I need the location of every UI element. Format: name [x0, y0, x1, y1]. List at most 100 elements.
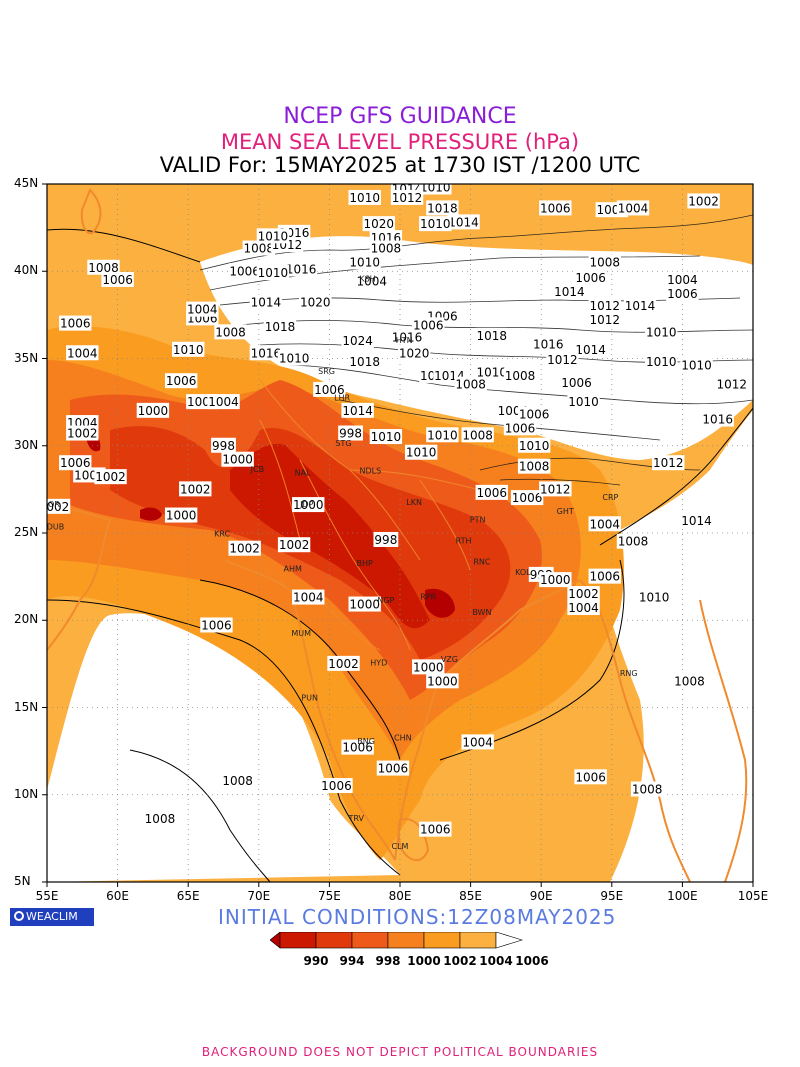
contour-label-text: 1000 [138, 404, 169, 418]
contour-label-text: 1010 [646, 325, 677, 339]
contour-label: 1002 [66, 425, 99, 441]
contour-label: 1016 [390, 329, 424, 345]
contour-label-box [574, 270, 607, 286]
station-label: RPR [420, 592, 436, 601]
contour-label-box [616, 533, 650, 549]
contour-label-text: 1014 [625, 299, 656, 313]
contour-label-text: 1018 [265, 320, 296, 334]
colorbar-segment [351, 932, 389, 949]
coast-indochina [699, 599, 748, 882]
station-label: PTN [470, 516, 486, 525]
contour-label: 1008 [87, 259, 120, 275]
contour-label: 1004 [616, 200, 650, 216]
contour-label-box [412, 317, 445, 333]
contour-label-box [221, 772, 254, 788]
contour-label-box [517, 437, 551, 453]
contour-label-text: 1010 [420, 217, 451, 231]
contour-label-box [369, 429, 403, 445]
contour-label-text: 1016 [286, 263, 317, 277]
contour-label-text: 1006 [512, 491, 543, 505]
contour-label-text: 1014 [681, 514, 712, 528]
contour-label-box [59, 315, 92, 331]
lat-label: 30N [14, 437, 39, 452]
contour-label-box [426, 673, 459, 689]
contour-label-text: 1008 [88, 261, 119, 275]
contour-label-box [376, 760, 410, 776]
contour-label-box [588, 568, 621, 584]
contour-label-box [404, 444, 438, 460]
contour-label-box [186, 301, 219, 317]
contour-label: 1014 [447, 214, 480, 230]
contour-label-box [475, 484, 508, 500]
contour-label: 1000 [136, 402, 170, 418]
contour-label: 1006 [59, 315, 92, 331]
contour-label-box [292, 589, 325, 605]
map-canvas: 1008 1006 1006 1004 1000 1004 1002 1006 1004 1002… [47, 184, 753, 882]
station-label: RNC [473, 557, 491, 566]
contour-label-text: 1016 [251, 346, 282, 360]
lon-label: 75E [317, 889, 341, 903]
contour-label-box [136, 402, 170, 418]
contour-label-box [390, 329, 424, 345]
contour-label-text: 1004 [618, 201, 649, 215]
station-label: GHT [557, 507, 574, 516]
contour-label-box [630, 781, 664, 797]
contour-label-text: 1006 [314, 383, 345, 397]
contour-label: 1014 [249, 294, 283, 310]
contour-label: 1004 [461, 734, 494, 750]
contour-label-box [373, 531, 399, 547]
lon-label: 70E [247, 889, 271, 903]
contour-label-box [560, 374, 593, 390]
contour-label-text: 1004 [67, 346, 98, 360]
contour-label: 1004 [355, 273, 388, 289]
contour-label-text: 1004 [187, 303, 218, 317]
contour-label: 1000 [348, 596, 381, 612]
contour-label-box [207, 394, 240, 410]
contour-label: 1000 [292, 497, 325, 513]
contour-label-box [567, 394, 600, 410]
contour-label-box [447, 214, 480, 230]
contour-label: 1008 [673, 673, 706, 689]
contour-label-box [355, 273, 388, 289]
contour-label-text: 1008 [589, 256, 620, 270]
contour-label-text: 1008 [244, 242, 275, 256]
station-label: KSH [359, 275, 375, 284]
contour-label-text: 1002 [279, 538, 310, 552]
contour-label: 1002 [228, 540, 261, 556]
contour-label-box [263, 319, 297, 335]
contour-label-text: 1016 [392, 331, 423, 345]
isobar-1006-east [599, 407, 753, 546]
contour-label-box [517, 458, 551, 474]
contour-label: 1004 [567, 600, 600, 616]
contour-label-box [701, 411, 734, 427]
contour-label: 1006 [419, 821, 452, 837]
contour-label: 1008 [214, 324, 247, 340]
contour-label-text: 1012 [653, 456, 684, 470]
contour-label-text: 1014 [554, 285, 585, 299]
lon-label: 100E [667, 889, 698, 903]
contour-label-text: 1014 [448, 215, 479, 229]
contour-label: 1010 [419, 184, 452, 195]
colorbar-label: 990 [303, 954, 329, 968]
contour-label-box [532, 336, 565, 352]
contour-label-text: 1000 [427, 674, 458, 688]
contour-label-text: 1010 [371, 430, 402, 444]
contour-label-box [539, 200, 572, 216]
contour-label: 1020 [299, 294, 332, 310]
contour-label: 1002 [179, 481, 212, 497]
contour-label: 1006 [560, 374, 593, 390]
contour-label-text: 1006 [477, 486, 508, 500]
contour-label: 1018 [426, 200, 459, 216]
lon-label: 105E [737, 889, 769, 903]
contour-label: 1004 [186, 301, 219, 317]
contour-label-box [369, 240, 403, 256]
contour-label-text: 1010 [427, 428, 458, 442]
contour-label-box [249, 294, 283, 310]
station-label: STG [335, 439, 351, 448]
contour-label: 1010 [645, 353, 678, 369]
contour-label: 1006 [341, 739, 374, 755]
contour-label-box [284, 261, 318, 277]
contour-label-text: 998 [339, 427, 362, 441]
station-label: KOL [515, 568, 531, 577]
contour-label-text: 1008 [462, 428, 493, 442]
